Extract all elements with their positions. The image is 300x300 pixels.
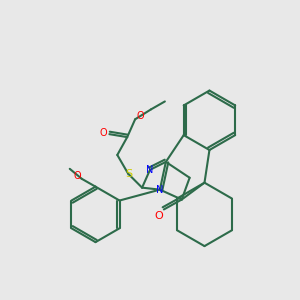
Text: O: O (74, 171, 82, 181)
Text: N: N (146, 165, 154, 175)
Text: O: O (100, 128, 107, 138)
Text: O: O (154, 212, 163, 221)
Text: O: O (136, 111, 144, 121)
Text: S: S (126, 169, 133, 179)
Text: N: N (156, 184, 164, 195)
